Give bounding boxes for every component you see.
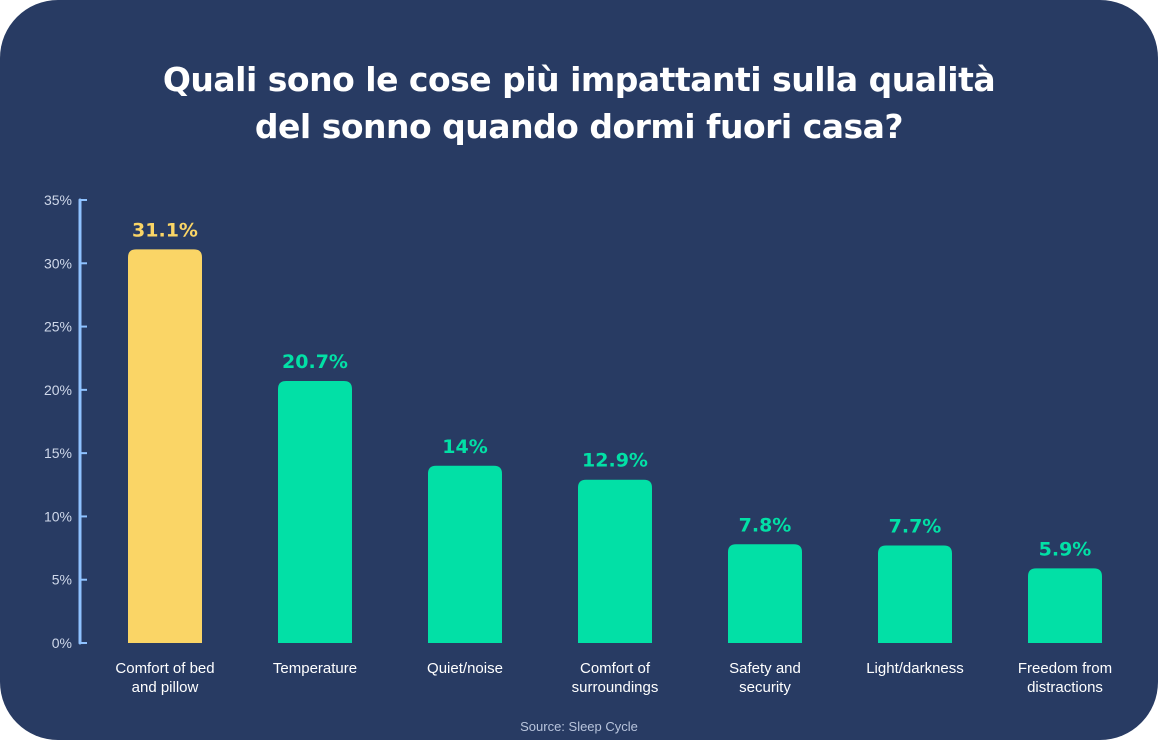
x-tick-label: Safety and (729, 660, 801, 677)
x-tick-label: security (739, 679, 791, 696)
y-tick-label: 25% (44, 319, 72, 335)
x-tick-label: Comfort of bed (115, 660, 214, 677)
bar (128, 249, 202, 643)
y-tick-label: 15% (44, 445, 72, 461)
y-tick-label: 35% (44, 192, 72, 208)
bar (878, 545, 952, 643)
data-label: 7.8% (739, 514, 792, 536)
x-tick-label: Light/darkness (866, 660, 964, 677)
x-tick-label: and pillow (132, 679, 199, 696)
bar (278, 380, 352, 643)
x-tick-label: Quiet/noise (427, 660, 503, 677)
bar (728, 544, 802, 643)
data-label: 31.1% (132, 219, 198, 241)
bar (428, 465, 502, 643)
x-tick-label: Comfort of (580, 660, 651, 677)
source-note: Source: Sleep Cycle (520, 719, 638, 734)
y-tick-label: 10% (44, 508, 72, 524)
x-tick-label: distractions (1027, 679, 1103, 696)
x-tick-label: surroundings (572, 679, 659, 696)
data-label: 14% (442, 436, 487, 458)
chart-title: Quali sono le cose più impattanti sulla … (60, 56, 1098, 150)
bar (1028, 568, 1102, 643)
data-label: 20.7% (282, 351, 348, 373)
data-label: 5.9% (1039, 538, 1092, 560)
y-tick-label: 30% (44, 255, 72, 271)
y-tick-label: 0% (52, 635, 72, 651)
y-tick-label: 20% (44, 382, 72, 398)
chart-title-line-2: del sonno quando dormi fuori casa? (254, 107, 904, 146)
y-tick-label: 5% (52, 572, 72, 588)
x-tick-label: Temperature (273, 660, 357, 677)
x-tick-label: Freedom from (1018, 660, 1112, 677)
bar (578, 479, 652, 643)
data-label: 12.9% (582, 450, 648, 472)
data-label: 7.7% (889, 516, 942, 538)
chart-title-line-1: Quali sono le cose più impattanti sulla … (162, 60, 996, 99)
